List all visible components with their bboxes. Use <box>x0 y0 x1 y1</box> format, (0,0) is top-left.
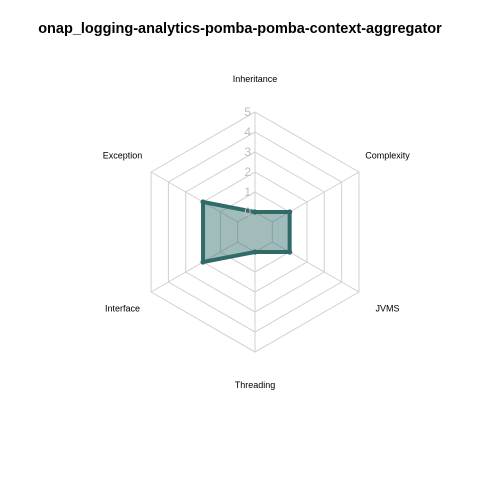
tick-label: 0 <box>244 205 251 219</box>
tick-label: 5 <box>244 105 251 119</box>
data-point <box>200 199 206 205</box>
tick-label: 3 <box>244 145 251 159</box>
data-point <box>200 259 206 265</box>
grid-spoke <box>150 171 238 223</box>
data-point <box>287 209 293 215</box>
axis-label: Threading <box>235 380 276 390</box>
data-point <box>252 249 258 255</box>
radar-series-layer <box>200 199 293 265</box>
chart-title: onap_logging-analytics-pomba-pomba-conte… <box>38 21 442 37</box>
radar-tick-labels: 0 1 2 3 4 5 <box>244 105 251 219</box>
tick-label: 1 <box>244 185 251 199</box>
tick-label: 2 <box>244 165 251 179</box>
axis-label: Inheritance <box>233 74 278 84</box>
axis-label: Exception <box>103 151 143 161</box>
axis-label: Interface <box>105 304 140 314</box>
tick-label: 4 <box>244 125 251 139</box>
data-point <box>252 209 258 215</box>
axis-label: Complexity <box>365 151 410 161</box>
radar-axis-labels: Inheritance Complexity JVMS Threading Interf… <box>103 74 411 390</box>
data-point <box>287 249 293 255</box>
grid-spoke <box>150 241 238 293</box>
axis-label: JVMS <box>375 304 399 314</box>
